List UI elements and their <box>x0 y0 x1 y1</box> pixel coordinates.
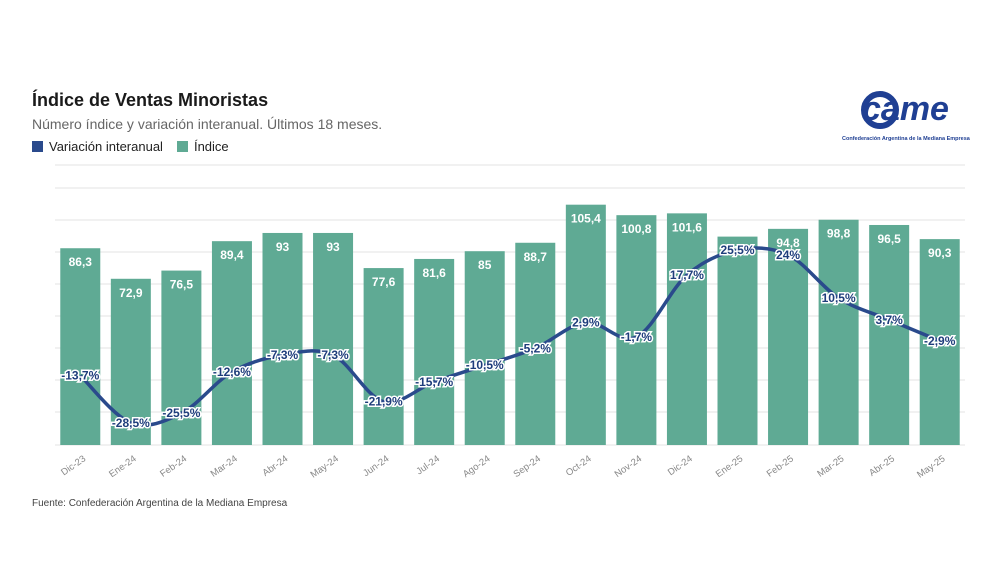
x-tick-label: Nov-24 <box>613 453 644 480</box>
line-value-label: -28,5% <box>112 416 150 430</box>
line-value-label: 2,9% <box>572 315 600 329</box>
line-value-label: -5,2% <box>520 341 552 355</box>
line-labels: -13,7% -28,5% -25,5% -12,6% -7,3% -7,3% -21,9%… <box>60 242 957 432</box>
came-logo-subtext: Confederación Argentina de la Mediana Em… <box>842 136 970 142</box>
x-tick-label: Feb-24 <box>158 453 189 479</box>
chart-title: Índice de Ventas Minoristas <box>32 90 269 110</box>
bar-value-label: 98,8 <box>827 227 851 241</box>
line-value-label: -13,7% <box>61 368 99 382</box>
line-value-label: 24% <box>776 248 800 262</box>
x-tick-label: Dic-23 <box>59 453 88 478</box>
bar-value-label: 100,8 <box>621 222 651 236</box>
x-ticks: Dic-23 Ene-24 Feb-24 Mar-24 Abr-24 May-24 Jun-… <box>59 453 947 480</box>
line-value-label: -2,9% <box>924 334 956 348</box>
came-logo-ring <box>861 91 899 129</box>
bar-indice <box>464 251 505 445</box>
x-tick-label: Feb-25 <box>765 453 796 479</box>
line-value-label: -10,5% <box>466 358 504 372</box>
line-value-label: -25,5% <box>162 406 200 420</box>
bar-indice <box>869 224 910 445</box>
line-variacion <box>79 246 941 427</box>
bar-value-label: 86,3 <box>69 255 93 269</box>
line-value-label: -7,3% <box>267 348 299 362</box>
bars <box>60 204 960 445</box>
x-tick-label: Mar-24 <box>209 453 240 479</box>
bar-value-label: 81,6 <box>422 266 446 280</box>
line-value-label: 17,7% <box>670 268 704 282</box>
bar-labels: 86,3 72,9 76,5 89,4 93 93 77,6 81,6 85 88,7 105,4 1… <box>69 212 952 300</box>
x-tick-label: Oct-24 <box>564 453 594 478</box>
legend-swatch-indice <box>176 141 188 152</box>
line-value-label: 3,7% <box>875 313 903 327</box>
bar-indice <box>414 258 455 445</box>
x-tick-label: May-24 <box>309 453 341 480</box>
bar-indice <box>110 278 151 445</box>
x-tick-label: Jul-24 <box>414 453 442 477</box>
bar-value-label: 105,4 <box>571 212 601 226</box>
line-value-label: -7,3% <box>317 348 349 362</box>
bar-value-label: 93 <box>276 240 290 254</box>
grid <box>55 164 965 446</box>
bar-value-label: 77,6 <box>372 275 396 289</box>
x-tick-label: Ene-24 <box>107 453 138 480</box>
bar-value-label: 72,9 <box>119 286 143 300</box>
legend-swatch-variacion <box>32 141 43 152</box>
x-tick-label: Sep-24 <box>512 453 543 480</box>
bar-value-label: 94,8 <box>776 236 800 250</box>
bar-indice <box>818 219 859 445</box>
line-value-label: -12,6% <box>213 365 251 379</box>
legend-item-variacion: Variación interanual <box>32 139 163 154</box>
bar-indice <box>515 242 556 445</box>
bar-indice <box>262 232 303 445</box>
line-layer <box>79 246 941 427</box>
bar-indice <box>666 213 707 445</box>
came-logo-text: came <box>862 90 949 128</box>
legend-label-variacion: Variación interanual <box>49 139 163 154</box>
line-value-label: -15,7% <box>415 375 453 389</box>
bar-value-label: 85 <box>478 258 492 272</box>
came-logo: came <box>861 90 949 129</box>
legend: Variación interanual Índice <box>32 139 229 154</box>
bar-indice <box>161 270 202 445</box>
bar-value-label: 93 <box>326 240 340 254</box>
x-tick-label: Abr-25 <box>867 453 897 478</box>
x-tick-label: Mar-25 <box>815 453 846 479</box>
line-value-label: 10,5% <box>822 291 856 305</box>
x-tick-label: Ene-25 <box>714 453 745 480</box>
bar-value-label: 90,3 <box>928 246 952 260</box>
bar-indice <box>211 241 252 445</box>
bar-value-label: 88,7 <box>524 250 548 264</box>
bar-indice <box>363 268 404 445</box>
bar-indice <box>60 248 101 445</box>
bar-indice <box>717 236 758 445</box>
legend-label-indice: Índice <box>193 139 229 154</box>
line-value-label: -21,9% <box>365 395 403 409</box>
x-tick-label: May-25 <box>915 453 947 480</box>
bar-indice <box>919 239 960 445</box>
source-note: Fuente: Confederación Argentina de la Me… <box>32 498 288 509</box>
legend-item-indice: Índice <box>176 139 229 154</box>
bar-value-label: 89,4 <box>220 248 244 262</box>
x-tick-label: Dic-24 <box>666 453 695 478</box>
chart-subtitle: Número índice y variación interanual. Úl… <box>32 116 383 132</box>
bar-value-label: 76,5 <box>170 278 194 292</box>
x-tick-label: Ago-24 <box>461 453 492 480</box>
line-value-label: 25,5% <box>720 243 754 257</box>
x-tick-label: Jun-24 <box>361 453 391 479</box>
bar-value-label: 96,5 <box>877 232 901 246</box>
line-value-label: -1,7% <box>621 330 653 344</box>
bar-indice <box>313 232 354 445</box>
x-tick-label: Abr-24 <box>261 453 291 478</box>
bar-value-label: 101,6 <box>672 220 702 234</box>
bar-indice <box>616 215 657 445</box>
